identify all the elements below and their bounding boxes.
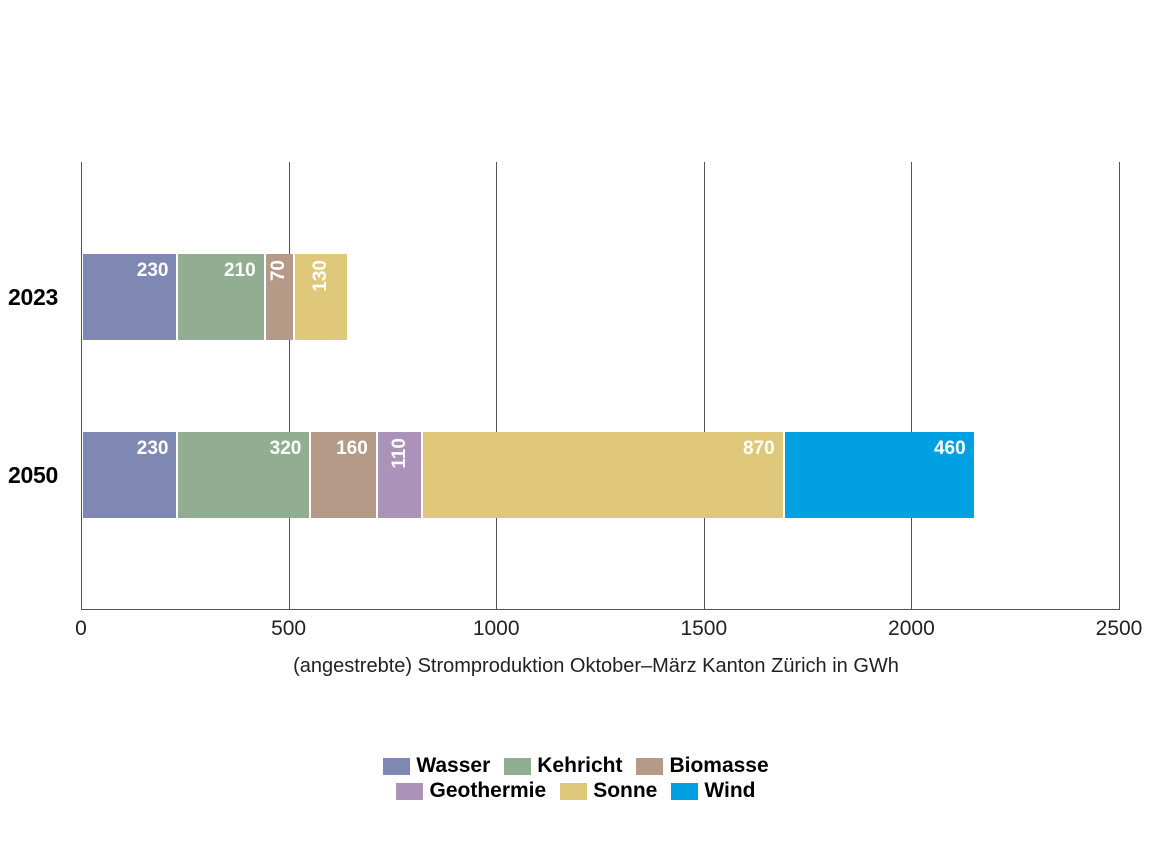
legend-label: Biomasse [669,754,769,777]
legend-row: Wasser Kehricht Biomasse [0,754,1152,778]
bar-value-label: 230 [136,260,169,281]
bar-value-label: 320 [269,438,302,459]
category-label: 2023 [8,284,58,310]
legend-item-wind: Wind [671,779,756,803]
x-tick-label: 0 [75,617,87,640]
bar-segment-sonne: 870 [423,432,785,518]
legend-label: Kehricht [537,754,623,777]
legend-item-kehricht: Kehricht [504,754,622,778]
x-tick-label: 2500 [1095,617,1143,640]
x-axis-label: (angestrebte) Stromproduktion Oktober–Mä… [293,655,899,677]
legend-row: Geothermie Sonne Wind [0,779,1152,803]
legend-item-sonne: Sonne [560,779,657,803]
bar-segment-sonne: 130 [294,254,349,340]
gridline [1119,162,1120,610]
legend-swatch [671,782,699,800]
bar-value-label: 70 [268,260,290,282]
bar-segment-wasser: 230 [83,432,179,518]
category-label: 2050 [8,462,58,488]
gridline [496,162,497,610]
bar-value-label: 160 [336,438,368,459]
bar-value-label: 210 [223,260,256,281]
x-tick-label: 1500 [680,617,728,640]
gridline [704,162,705,610]
legend-swatch [560,782,588,800]
legend-label: Wasser [416,754,491,777]
legend-item-wasser: Wasser [383,754,490,778]
gridline [911,162,912,610]
bar-segment-geothermie: 110 [377,432,424,518]
bar-value-label: 110 [388,438,410,469]
x-axis-line [81,609,1120,610]
x-tick-label: 1000 [472,617,520,640]
bar-value-label: 130 [309,260,331,292]
bar-segment-kehricht: 210 [178,254,266,340]
x-tick-label: 2000 [888,617,935,640]
bar-value-label: 460 [933,438,966,459]
bar-segment-kehricht: 320 [178,432,312,518]
bar-segment-biomasse: 160 [311,432,378,518]
bar-segment-wasser: 230 [83,254,179,340]
legend-label: Geothermie [429,779,547,802]
legend-label: Sonne [593,779,658,802]
legend-label: Wind [704,779,756,802]
legend-swatch [636,757,664,775]
bar-value-label: 230 [136,438,169,459]
x-tick-label: 500 [271,617,307,640]
bar-value-label: 870 [742,438,775,459]
y-axis-line [81,162,82,610]
legend-swatch [383,757,411,775]
legend-item-geothermie: Geothermie [396,779,546,803]
bar-segment-wind: 460 [784,432,976,518]
bar-segment-biomasse: 70 [265,254,295,340]
legend-item-biomasse: Biomasse [636,754,769,778]
legend-swatch [504,757,532,775]
gridline [289,162,290,610]
legend-swatch [396,782,424,800]
